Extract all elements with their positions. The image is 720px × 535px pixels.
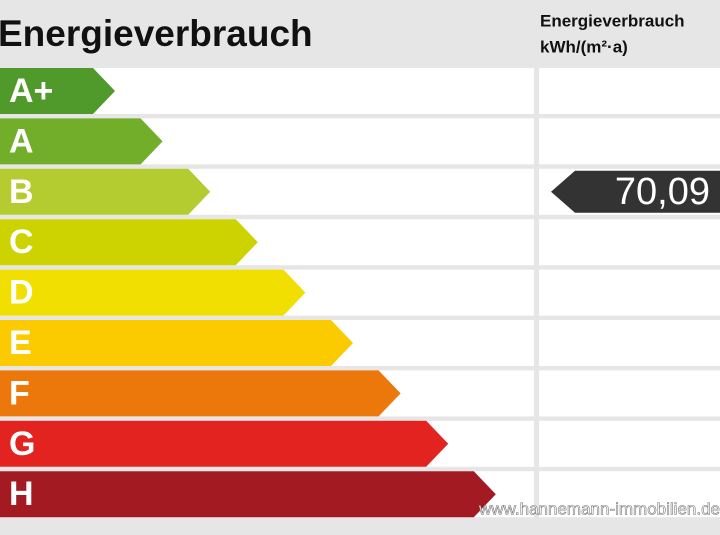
class-label: G (9, 425, 35, 463)
class-label: A+ (9, 72, 53, 110)
class-arrow (0, 420, 449, 467)
class-arrow (0, 370, 401, 417)
value-cell (539, 118, 720, 165)
value-cell (539, 219, 720, 266)
column-unit: kWh/(m²·a) (540, 37, 628, 56)
class-label: D (9, 274, 34, 312)
value-text: 70,09 (615, 171, 710, 213)
value-cell (539, 420, 720, 467)
column-title: Energieverbrauch (540, 11, 685, 30)
watermark: www.hannemann-immobilien.de (478, 499, 720, 518)
value-cell (539, 471, 720, 518)
value-marker (551, 170, 720, 213)
class-arrow (0, 269, 306, 316)
class-arrow (0, 118, 163, 165)
class-arrow (0, 168, 211, 215)
class-arrow (0, 471, 496, 518)
value-cell (539, 320, 720, 366)
value-cell (539, 68, 720, 114)
title: Energieverbrauch (0, 13, 313, 54)
class-label: C (9, 223, 34, 261)
class-label: H (9, 475, 34, 513)
class-label: F (9, 374, 30, 412)
class-label: B (9, 173, 34, 211)
class-label: E (9, 324, 32, 362)
value-cell (539, 269, 720, 316)
class-arrow (0, 68, 115, 114)
value-cell (539, 370, 720, 417)
class-arrow (0, 219, 258, 266)
class-label: A (9, 122, 34, 160)
class-arrow (0, 320, 353, 366)
